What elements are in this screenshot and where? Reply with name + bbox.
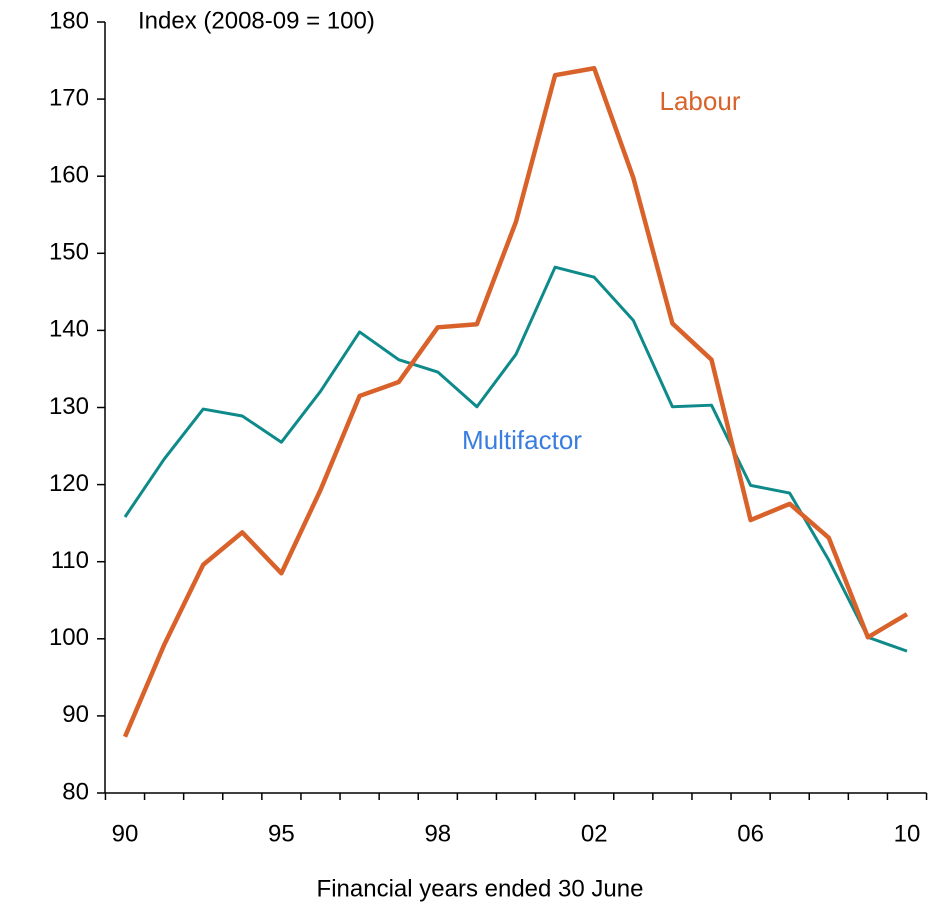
y-unit-label: Index (2008-09 = 100) xyxy=(138,7,375,34)
x-tick-label: 98 xyxy=(424,820,451,847)
x-tick-label: 95 xyxy=(268,820,295,847)
multifactor-label: Multifactor xyxy=(462,425,582,455)
y-tick-label: 90 xyxy=(62,701,89,728)
y-tick-label: 110 xyxy=(51,547,89,574)
y-tick-label: 80 xyxy=(62,778,89,805)
x-tick-label: 02 xyxy=(581,820,608,847)
series-line xyxy=(122,66,909,738)
x-tick-label: 06 xyxy=(737,820,764,847)
y-tick-label: 120 xyxy=(49,470,89,497)
y-tick-label: 160 xyxy=(49,162,89,189)
x-axis-title: Financial years ended 30 June xyxy=(317,875,644,902)
x-tick-label: 90 xyxy=(112,820,139,847)
y-tick-label: 150 xyxy=(49,239,89,266)
labour-label: Labour xyxy=(660,86,741,116)
y-tick-label: 100 xyxy=(49,624,89,651)
y-tick-label: 140 xyxy=(49,316,89,343)
x-tick-label: 10 xyxy=(894,820,921,847)
y-tick-label: 180 xyxy=(49,7,89,34)
y-tick-label: 130 xyxy=(49,393,89,420)
series-line xyxy=(123,265,908,653)
y-tick-label: 170 xyxy=(49,84,89,111)
